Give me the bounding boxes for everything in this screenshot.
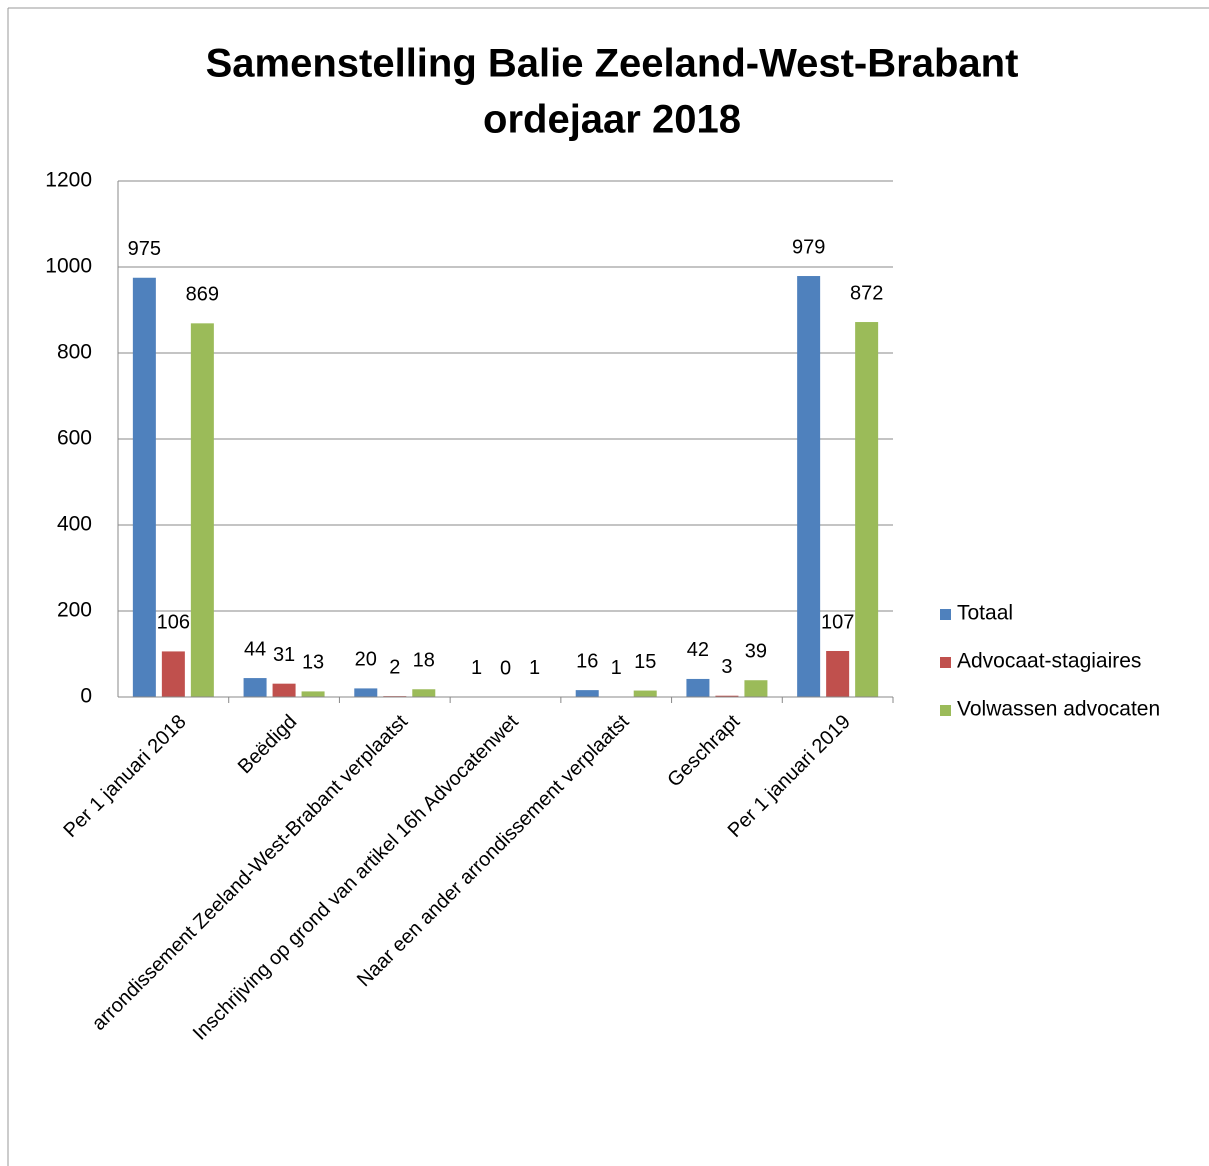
bar [301, 691, 325, 697]
bar [633, 690, 657, 697]
y-tick-label: 1200 [45, 169, 92, 192]
data-label: 975 [128, 238, 161, 260]
y-tick-label: 400 [57, 513, 92, 536]
data-label: 1 [529, 657, 540, 679]
data-label: 13 [302, 652, 324, 674]
x-tick-label: Per 1 januari 2018 [59, 711, 190, 842]
y-tick-label: 200 [57, 599, 92, 622]
legend-swatch [940, 609, 951, 620]
bar [354, 688, 378, 697]
data-label: 979 [792, 236, 825, 258]
data-label: 0 [500, 657, 511, 679]
data-label: 872 [850, 282, 883, 304]
bar [272, 683, 296, 697]
bar [161, 651, 185, 697]
y-tick-label: 0 [80, 685, 92, 708]
bar [826, 650, 850, 697]
data-label: 1 [471, 657, 482, 679]
bar [855, 322, 879, 697]
data-label: 16 [576, 650, 598, 672]
bar [715, 695, 739, 697]
bar [190, 323, 214, 697]
data-label: 869 [186, 284, 219, 306]
y-tick-label: 800 [57, 341, 92, 364]
data-label: 44 [244, 638, 266, 660]
bar [132, 277, 156, 697]
chart-title: ordejaar 2018 [483, 98, 741, 142]
bar [744, 680, 768, 697]
legend-label: Advocaat-stagiaires [957, 650, 1141, 673]
legend-label: Totaal [957, 602, 1013, 625]
data-label: 42 [687, 639, 709, 661]
y-tick-label: 1000 [45, 255, 92, 278]
data-label: 3 [721, 656, 732, 678]
data-label: 107 [821, 611, 854, 633]
y-tick-label: 600 [57, 427, 92, 450]
bar [243, 678, 267, 697]
data-label: 18 [413, 650, 435, 672]
data-label: 31 [273, 644, 295, 666]
x-tick-label: Per 1 januari 2019 [724, 711, 855, 842]
legend-label: Volwassen advocaten [957, 698, 1160, 721]
data-label: 1 [611, 657, 622, 679]
x-tick-label: Geschrapt [663, 710, 744, 791]
bar [412, 689, 436, 697]
bar [686, 678, 710, 697]
legend-swatch [940, 657, 951, 668]
legend-swatch [940, 705, 951, 716]
bar [797, 276, 821, 697]
data-label: 106 [157, 612, 190, 634]
bar [575, 690, 599, 697]
data-label: 2 [389, 656, 400, 678]
x-tick-label: Beëdigd [234, 711, 301, 778]
data-label: 39 [745, 641, 767, 663]
data-label: 20 [355, 649, 377, 671]
data-label: 15 [634, 651, 656, 673]
chart-title: Samenstelling Balie Zeeland-West-Brabant [206, 42, 1019, 86]
